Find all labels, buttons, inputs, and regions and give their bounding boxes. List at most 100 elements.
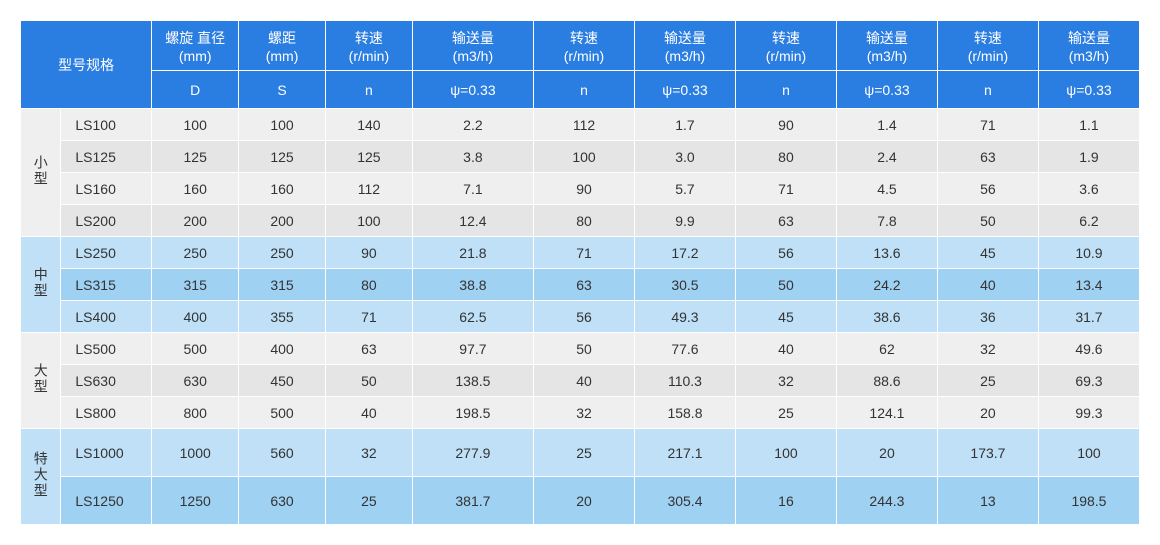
- model-cell: LS125: [61, 141, 152, 173]
- value-cell: 90: [534, 173, 635, 205]
- value-cell: 63: [325, 333, 412, 365]
- value-cell: 38.6: [836, 301, 937, 333]
- value-cell: 56: [534, 301, 635, 333]
- value-cell: 250: [239, 237, 326, 269]
- value-cell: 500: [239, 397, 326, 429]
- value-cell: 13: [937, 477, 1038, 525]
- value-cell: 6.2: [1038, 205, 1139, 237]
- group-label: 大型: [21, 333, 61, 429]
- header-model-spec: 型号规格: [21, 21, 152, 109]
- value-cell: 630: [152, 365, 239, 397]
- table-row: LS1251251251253.81003.0802.4631.9: [21, 141, 1140, 173]
- value-cell: 56: [735, 237, 836, 269]
- value-cell: 20: [534, 477, 635, 525]
- value-cell: 80: [325, 269, 412, 301]
- group-label: 特大型: [21, 429, 61, 525]
- value-cell: 1.1: [1038, 109, 1139, 141]
- value-cell: 30.5: [634, 269, 735, 301]
- value-cell: 36: [937, 301, 1038, 333]
- subheader-col-4: n: [534, 71, 635, 109]
- model-cell: LS400: [61, 301, 152, 333]
- value-cell: 355: [239, 301, 326, 333]
- value-cell: 100: [735, 429, 836, 477]
- group-label: 中型: [21, 237, 61, 333]
- value-cell: 63: [534, 269, 635, 301]
- value-cell: 40: [325, 397, 412, 429]
- table-body: 小型LS1001001001402.21121.7901.4711.1LS125…: [21, 109, 1140, 525]
- value-cell: 25: [325, 477, 412, 525]
- value-cell: 40: [534, 365, 635, 397]
- value-cell: 315: [152, 269, 239, 301]
- value-cell: 560: [239, 429, 326, 477]
- value-cell: 71: [325, 301, 412, 333]
- value-cell: 125: [152, 141, 239, 173]
- value-cell: 32: [937, 333, 1038, 365]
- value-cell: 800: [152, 397, 239, 429]
- value-cell: 80: [534, 205, 635, 237]
- value-cell: 32: [534, 397, 635, 429]
- value-cell: 112: [325, 173, 412, 205]
- value-cell: 49.6: [1038, 333, 1139, 365]
- header-col-1: 螺距(mm): [239, 21, 326, 71]
- table-row: 特大型LS1000100056032277.925217.110020173.7…: [21, 429, 1140, 477]
- subheader-col-6: n: [735, 71, 836, 109]
- value-cell: 2.2: [412, 109, 533, 141]
- model-cell: LS250: [61, 237, 152, 269]
- value-cell: 10.9: [1038, 237, 1139, 269]
- value-cell: 25: [937, 365, 1038, 397]
- header-col-0: 螺旋 直径(mm): [152, 21, 239, 71]
- table-row: LS80080050040198.532158.825124.12099.3: [21, 397, 1140, 429]
- value-cell: 17.2: [634, 237, 735, 269]
- model-cell: LS500: [61, 333, 152, 365]
- value-cell: 62.5: [412, 301, 533, 333]
- group-label: 小型: [21, 109, 61, 237]
- value-cell: 50: [735, 269, 836, 301]
- value-cell: 198.5: [412, 397, 533, 429]
- value-cell: 50: [937, 205, 1038, 237]
- value-cell: 173.7: [937, 429, 1038, 477]
- model-cell: LS100: [61, 109, 152, 141]
- value-cell: 160: [152, 173, 239, 205]
- value-cell: 71: [937, 109, 1038, 141]
- header-col-7: 输送量(m3/h): [836, 21, 937, 71]
- value-cell: 125: [239, 141, 326, 173]
- value-cell: 90: [735, 109, 836, 141]
- value-cell: 50: [325, 365, 412, 397]
- group-label-text: 中型: [31, 267, 51, 299]
- model-cell: LS800: [61, 397, 152, 429]
- value-cell: 244.3: [836, 477, 937, 525]
- value-cell: 24.2: [836, 269, 937, 301]
- subheader-col-1: S: [239, 71, 326, 109]
- value-cell: 125: [325, 141, 412, 173]
- subheader-col-3: ψ=0.33: [412, 71, 533, 109]
- value-cell: 1.4: [836, 109, 937, 141]
- value-cell: 88.6: [836, 365, 937, 397]
- value-cell: 38.8: [412, 269, 533, 301]
- value-cell: 50: [534, 333, 635, 365]
- value-cell: 99.3: [1038, 397, 1139, 429]
- value-cell: 97.7: [412, 333, 533, 365]
- value-cell: 56: [937, 173, 1038, 205]
- value-cell: 381.7: [412, 477, 533, 525]
- group-label-text: 大型: [31, 363, 51, 395]
- value-cell: 7.8: [836, 205, 937, 237]
- value-cell: 40: [735, 333, 836, 365]
- header-col-5: 输送量(m3/h): [634, 21, 735, 71]
- value-cell: 1250: [152, 477, 239, 525]
- value-cell: 140: [325, 109, 412, 141]
- subheader-col-7: ψ=0.33: [836, 71, 937, 109]
- value-cell: 62: [836, 333, 937, 365]
- header-col-8: 转速(r/min): [937, 21, 1038, 71]
- value-cell: 32: [735, 365, 836, 397]
- value-cell: 20: [937, 397, 1038, 429]
- value-cell: 90: [325, 237, 412, 269]
- header-col-4: 转速(r/min): [534, 21, 635, 71]
- table-row: 大型LS5005004006397.75077.640623249.6: [21, 333, 1140, 365]
- model-cell: LS1250: [61, 477, 152, 525]
- value-cell: 4.5: [836, 173, 937, 205]
- subheader-col-5: ψ=0.33: [634, 71, 735, 109]
- value-cell: 13.6: [836, 237, 937, 269]
- subheader-col-2: n: [325, 71, 412, 109]
- model-cell: LS200: [61, 205, 152, 237]
- value-cell: 400: [152, 301, 239, 333]
